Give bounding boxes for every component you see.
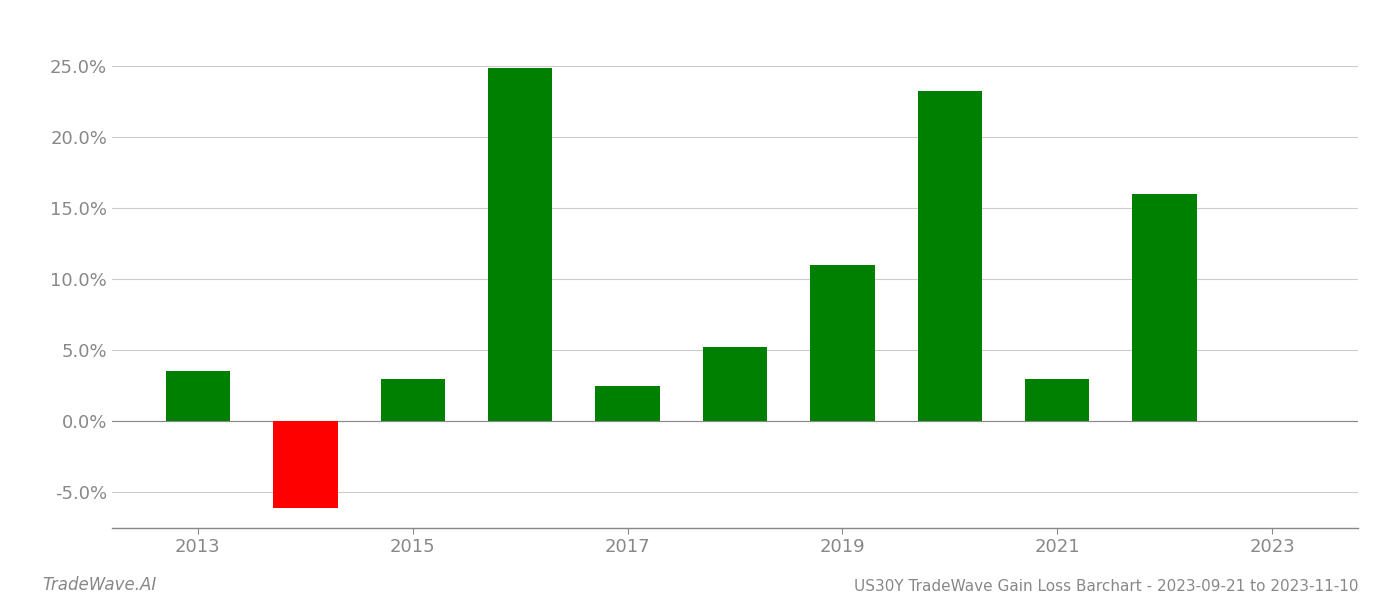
Bar xyxy=(917,91,981,421)
Bar xyxy=(489,68,553,421)
Bar xyxy=(595,386,659,421)
Bar xyxy=(703,347,767,421)
Bar xyxy=(381,379,445,421)
Bar xyxy=(1025,379,1089,421)
Bar xyxy=(811,265,875,421)
Bar xyxy=(165,371,230,421)
Text: TradeWave.AI: TradeWave.AI xyxy=(42,576,157,594)
Bar xyxy=(1133,194,1197,421)
Bar xyxy=(273,421,337,508)
Text: US30Y TradeWave Gain Loss Barchart - 2023-09-21 to 2023-11-10: US30Y TradeWave Gain Loss Barchart - 202… xyxy=(854,579,1358,594)
